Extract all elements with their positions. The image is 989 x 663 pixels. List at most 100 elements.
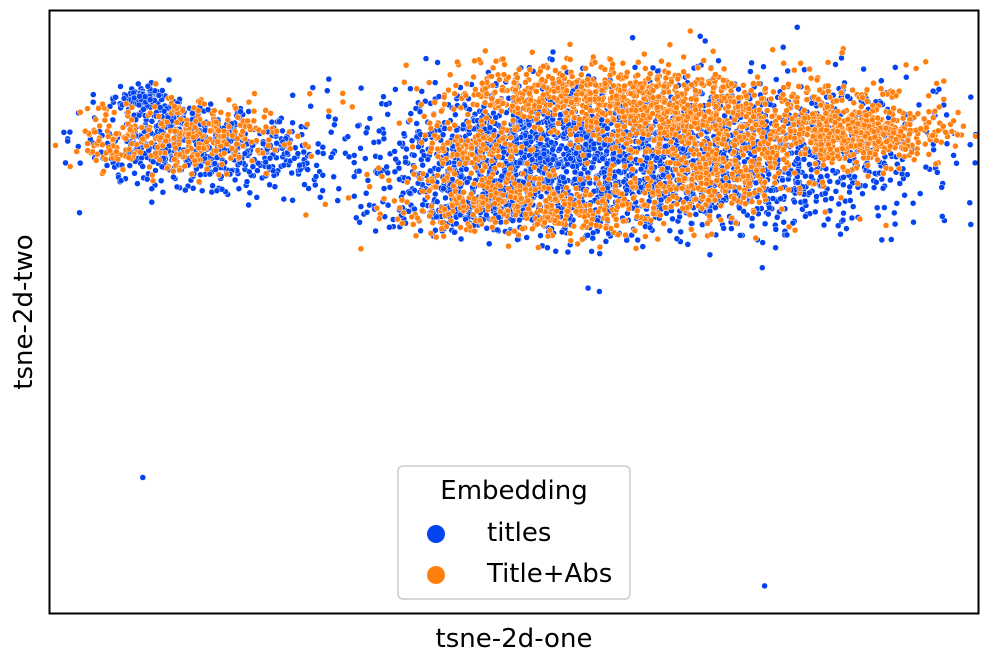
point-titles — [666, 227, 674, 234]
point-title-abs — [940, 96, 948, 103]
point-titles — [552, 248, 559, 255]
point-titles — [427, 167, 434, 175]
point-title-abs — [114, 155, 122, 163]
point-title-abs — [220, 150, 228, 157]
point-title-abs — [665, 61, 672, 68]
point-title-abs — [172, 144, 179, 152]
point-title-abs — [286, 145, 294, 152]
point-title-abs — [899, 115, 907, 122]
point-title-abs — [122, 135, 130, 142]
point-titles — [357, 203, 365, 210]
point-title-abs — [224, 116, 232, 124]
point-title-abs — [244, 117, 251, 125]
point-titles — [90, 91, 97, 98]
point-titles — [254, 159, 262, 167]
point-titles — [135, 101, 143, 109]
point-title-abs — [445, 86, 452, 94]
point-title-abs — [604, 117, 611, 125]
point-titles — [109, 116, 117, 124]
point-title-abs — [586, 96, 594, 103]
point-titles — [451, 229, 458, 236]
point-title-abs — [402, 61, 410, 69]
point-titles — [696, 33, 704, 40]
point-title-abs — [212, 118, 220, 126]
point-titles — [916, 190, 924, 197]
point-title-abs — [750, 113, 757, 121]
point-titles — [431, 79, 439, 86]
point-title-abs — [66, 163, 74, 170]
point-titles — [317, 194, 324, 201]
point-title-abs — [612, 92, 620, 100]
point-titles — [452, 111, 459, 118]
point-titles — [406, 189, 414, 197]
point-titles — [319, 143, 327, 151]
point-titles — [903, 73, 910, 81]
point-titles — [760, 63, 767, 70]
point-titles — [218, 186, 226, 193]
point-titles — [380, 185, 388, 192]
point-titles — [407, 85, 414, 92]
point-titles — [780, 218, 787, 226]
point-titles — [206, 170, 214, 178]
point-titles — [419, 161, 426, 169]
point-title-abs — [488, 73, 495, 80]
point-titles — [582, 141, 590, 148]
point-title-abs — [642, 119, 649, 127]
point-title-abs — [451, 90, 458, 97]
point-title-abs — [584, 76, 591, 83]
point-title-abs — [152, 150, 159, 157]
point-title-abs — [100, 168, 107, 175]
point-title-abs — [747, 87, 755, 94]
point-title-abs — [680, 81, 688, 89]
point-title-abs — [91, 128, 98, 136]
point-titles — [362, 129, 370, 137]
point-title-abs — [672, 83, 680, 90]
point-title-abs — [562, 97, 570, 105]
point-titles — [571, 168, 579, 176]
point-titles — [848, 214, 856, 222]
point-title-abs — [807, 139, 815, 146]
point-titles — [549, 146, 556, 153]
point-titles — [766, 204, 773, 212]
point-title-abs — [406, 117, 414, 124]
point-title-abs — [418, 101, 425, 108]
point-titles — [748, 222, 756, 230]
point-titles — [590, 140, 598, 148]
point-titles — [930, 146, 937, 153]
point-titles — [289, 92, 296, 99]
point-title-abs — [128, 104, 136, 111]
point-titles — [330, 173, 337, 181]
point-titles — [372, 227, 379, 235]
point-title-abs — [489, 64, 497, 72]
point-title-abs — [101, 116, 109, 124]
point-titles — [89, 98, 97, 106]
point-title-abs — [491, 89, 499, 96]
point-titles — [375, 127, 383, 135]
point-titles — [400, 130, 408, 137]
point-title-abs — [641, 50, 648, 58]
point-title-abs — [263, 170, 270, 177]
point-titles — [748, 215, 756, 222]
point-title-abs — [430, 111, 437, 119]
point-title-abs — [102, 156, 109, 163]
point-titles — [934, 169, 941, 176]
point-titles — [301, 181, 308, 188]
point-titles — [420, 152, 428, 159]
point-title-abs — [819, 179, 826, 186]
point-title-abs — [233, 135, 241, 142]
point-title-abs — [590, 131, 597, 139]
point-title-abs — [156, 156, 163, 164]
point-titles — [761, 220, 769, 228]
point-title-abs — [152, 80, 160, 88]
point-title-abs — [864, 162, 871, 169]
point-title-abs — [667, 138, 675, 146]
point-title-abs — [705, 108, 712, 115]
point-title-abs — [446, 71, 454, 78]
point-titles — [103, 162, 111, 169]
point-title-abs — [526, 90, 533, 97]
point-title-abs — [339, 90, 346, 97]
point-title-abs — [183, 148, 191, 155]
point-title-abs — [807, 74, 815, 82]
point-title-abs — [339, 98, 347, 106]
